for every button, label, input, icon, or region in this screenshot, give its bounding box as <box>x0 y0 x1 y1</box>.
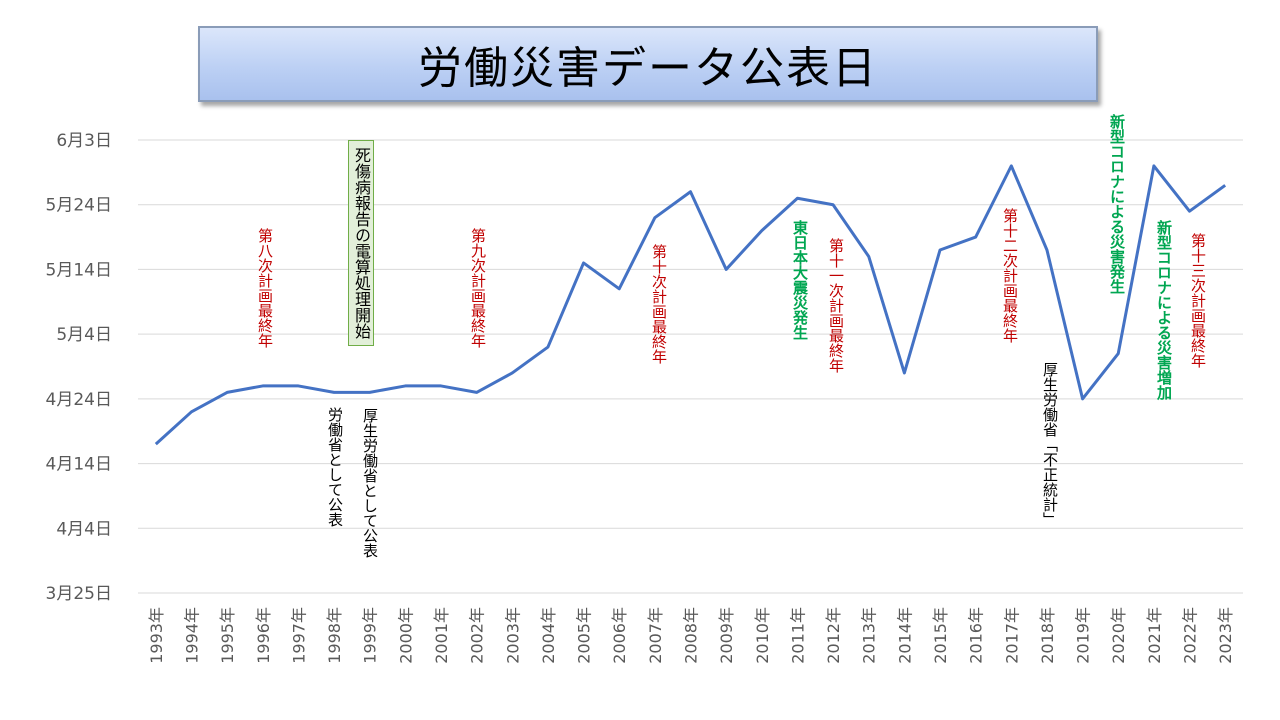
annotation-covid-increase: 新型コロナによる災害増加 <box>1155 220 1173 400</box>
x-tick-label: 2023年 <box>1216 607 1235 664</box>
series-line <box>154 164 1227 446</box>
x-tick-label: 2005年 <box>575 607 594 664</box>
x-tick-label: 2014年 <box>895 607 914 664</box>
annotation-mhlw-publication: 厚生労働省として公表 <box>361 408 379 558</box>
x-tick-label: 2020年 <box>1109 607 1128 664</box>
x-tick-label: 1997年 <box>289 607 308 664</box>
annotation-10th-plan: 第十次計画最終年 <box>650 244 668 364</box>
x-tick-label: 2016年 <box>967 607 986 664</box>
annotation-computerized-processing: 死傷病報告の電算処理開始 <box>348 140 374 346</box>
y-tick-label: 5月14日 <box>46 260 112 280</box>
annotation-mhlw-statistics-scandal: 厚生労働省「不正統計」 <box>1041 362 1059 527</box>
x-tick-label: 2002年 <box>468 607 487 664</box>
x-tick-label: 1993年 <box>147 607 166 664</box>
x-tick-label: 1998年 <box>325 607 344 664</box>
x-tick-label: 2019年 <box>1074 607 1093 664</box>
y-tick-label: 3月25日 <box>46 584 112 604</box>
grid-lines <box>138 139 1243 594</box>
x-tick-label: 2015年 <box>931 607 950 664</box>
y-tick-label: 5月24日 <box>46 196 112 216</box>
y-axis: 3月25日 4月4日 4月14日 4月24日 5月4日 5月14日 5月24日 6月3日 <box>46 131 112 604</box>
annotation-13th-plan: 第十三次計画最終年 <box>1189 233 1207 368</box>
y-tick-label: 6月3日 <box>56 131 112 151</box>
annotation-covid-outbreak: 新型コロナによる災害発生 <box>1108 114 1126 294</box>
x-tick-label: 2022年 <box>1181 607 1200 664</box>
x-tick-label: 2021年 <box>1145 607 1164 664</box>
title-banner: 労働災害データ公表日 <box>198 26 1098 102</box>
x-axis: 1993年 1994年 1995年 1996年 1997年 1998年 1999年 2000年… <box>147 607 1235 664</box>
x-tick-label: 2012年 <box>824 607 843 664</box>
y-tick-label: 4月14日 <box>46 455 112 475</box>
annotation-9th-plan: 第九次計画最終年 <box>469 228 487 348</box>
x-tick-label: 2009年 <box>717 607 736 664</box>
x-tick-label: 1996年 <box>254 607 273 664</box>
x-tick-label: 2000年 <box>396 607 415 664</box>
x-tick-label: 2008年 <box>682 607 701 664</box>
x-tick-label: 2003年 <box>503 607 522 664</box>
annotation-11th-plan: 第十一次計画最終年 <box>827 238 845 373</box>
x-tick-label: 2010年 <box>753 607 772 664</box>
y-tick-label: 5月4日 <box>56 325 112 345</box>
chart-title: 労働災害データ公表日 <box>418 43 878 94</box>
y-tick-label: 4月24日 <box>46 390 112 410</box>
x-tick-label: 2004年 <box>539 607 558 664</box>
x-tick-label: 1994年 <box>182 607 201 664</box>
x-tick-label: 2001年 <box>432 607 451 664</box>
y-tick-label: 4月4日 <box>56 519 112 539</box>
x-tick-label: 2011年 <box>788 607 807 664</box>
annotation-12th-plan: 第十二次計画最終年 <box>1001 208 1019 343</box>
annotation-8th-plan: 第八次計画最終年 <box>256 228 274 348</box>
annotation-great-east-japan-earthquake: 東日本大震災発生 <box>791 220 809 340</box>
x-tick-label: 2007年 <box>646 607 665 664</box>
x-tick-label: 1999年 <box>361 607 380 664</box>
annotation-labour-ministry: 労働省として公表 <box>326 407 344 527</box>
x-tick-label: 2006年 <box>610 607 629 664</box>
x-tick-label: 2017年 <box>1002 607 1021 664</box>
x-tick-label: 2018年 <box>1038 607 1057 664</box>
x-tick-label: 1995年 <box>218 607 237 664</box>
x-tick-label: 2013年 <box>860 607 879 664</box>
